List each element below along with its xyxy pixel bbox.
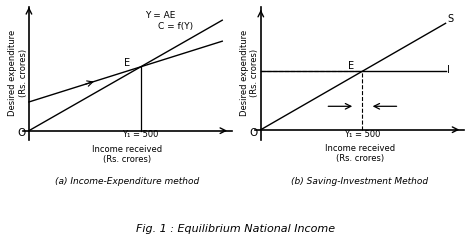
Text: S: S	[447, 14, 454, 24]
Text: Fig. 1 : Equilibrium National Income: Fig. 1 : Equilibrium National Income	[136, 224, 335, 234]
Text: Y₁ = 500: Y₁ = 500	[344, 130, 381, 139]
Text: E: E	[348, 61, 354, 71]
Text: I: I	[447, 65, 450, 75]
Text: O: O	[17, 128, 25, 138]
Text: (a) Income-Expenditure method: (a) Income-Expenditure method	[56, 177, 200, 186]
Text: Y = AE: Y = AE	[145, 11, 175, 20]
Text: E: E	[124, 58, 130, 68]
Text: (b) Saving-Investment Method: (b) Saving-Investment Method	[291, 177, 428, 186]
Text: Y₁ = 500: Y₁ = 500	[122, 130, 159, 139]
X-axis label: Income received
(Rs. crores): Income received (Rs. crores)	[325, 144, 395, 163]
X-axis label: Income received
(Rs. crores): Income received (Rs. crores)	[92, 145, 162, 164]
Text: C = f(Y): C = f(Y)	[158, 22, 194, 31]
Text: O: O	[250, 128, 258, 138]
Y-axis label: Desired expenditure
(Rs. crores): Desired expenditure (Rs. crores)	[8, 30, 27, 116]
Y-axis label: Desired expenditure
(Rs. crores): Desired expenditure (Rs. crores)	[240, 30, 260, 116]
